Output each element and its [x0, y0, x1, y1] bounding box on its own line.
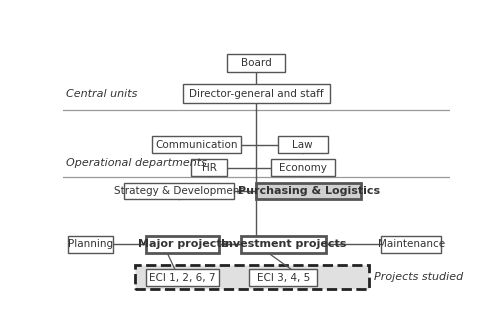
Bar — [250, 269, 318, 286]
Text: Central units: Central units — [66, 89, 138, 99]
Bar — [241, 236, 326, 253]
Text: Law: Law — [292, 140, 313, 150]
Text: Operational departments: Operational departments — [66, 158, 208, 168]
Bar — [190, 159, 228, 176]
Text: Strategy & Development: Strategy & Development — [114, 186, 244, 196]
Text: HR: HR — [202, 163, 216, 173]
Text: Planning: Planning — [68, 239, 113, 249]
Text: Purchasing & Logistics: Purchasing & Logistics — [238, 186, 380, 196]
Bar — [146, 236, 220, 253]
Text: Projects studied: Projects studied — [374, 272, 464, 282]
Bar — [381, 236, 442, 253]
Text: Investment projects: Investment projects — [220, 239, 346, 249]
Text: Major projects: Major projects — [138, 239, 228, 249]
Text: ECI 1, 2, 6, 7: ECI 1, 2, 6, 7 — [150, 273, 216, 283]
Bar — [271, 159, 334, 176]
Bar — [256, 183, 361, 200]
Bar — [182, 84, 330, 103]
Text: Economy: Economy — [279, 163, 326, 173]
Bar — [146, 269, 220, 286]
Bar — [227, 54, 286, 72]
Text: Board: Board — [241, 58, 272, 68]
Bar — [152, 136, 241, 153]
Text: Director-general and staff: Director-general and staff — [189, 89, 324, 99]
Text: Maintenance: Maintenance — [378, 239, 445, 249]
Bar — [68, 236, 114, 253]
Text: Communication: Communication — [155, 140, 238, 150]
Bar — [124, 183, 234, 200]
Bar — [136, 265, 368, 289]
Text: ECI 3, 4, 5: ECI 3, 4, 5 — [257, 273, 310, 283]
Bar — [278, 136, 328, 153]
